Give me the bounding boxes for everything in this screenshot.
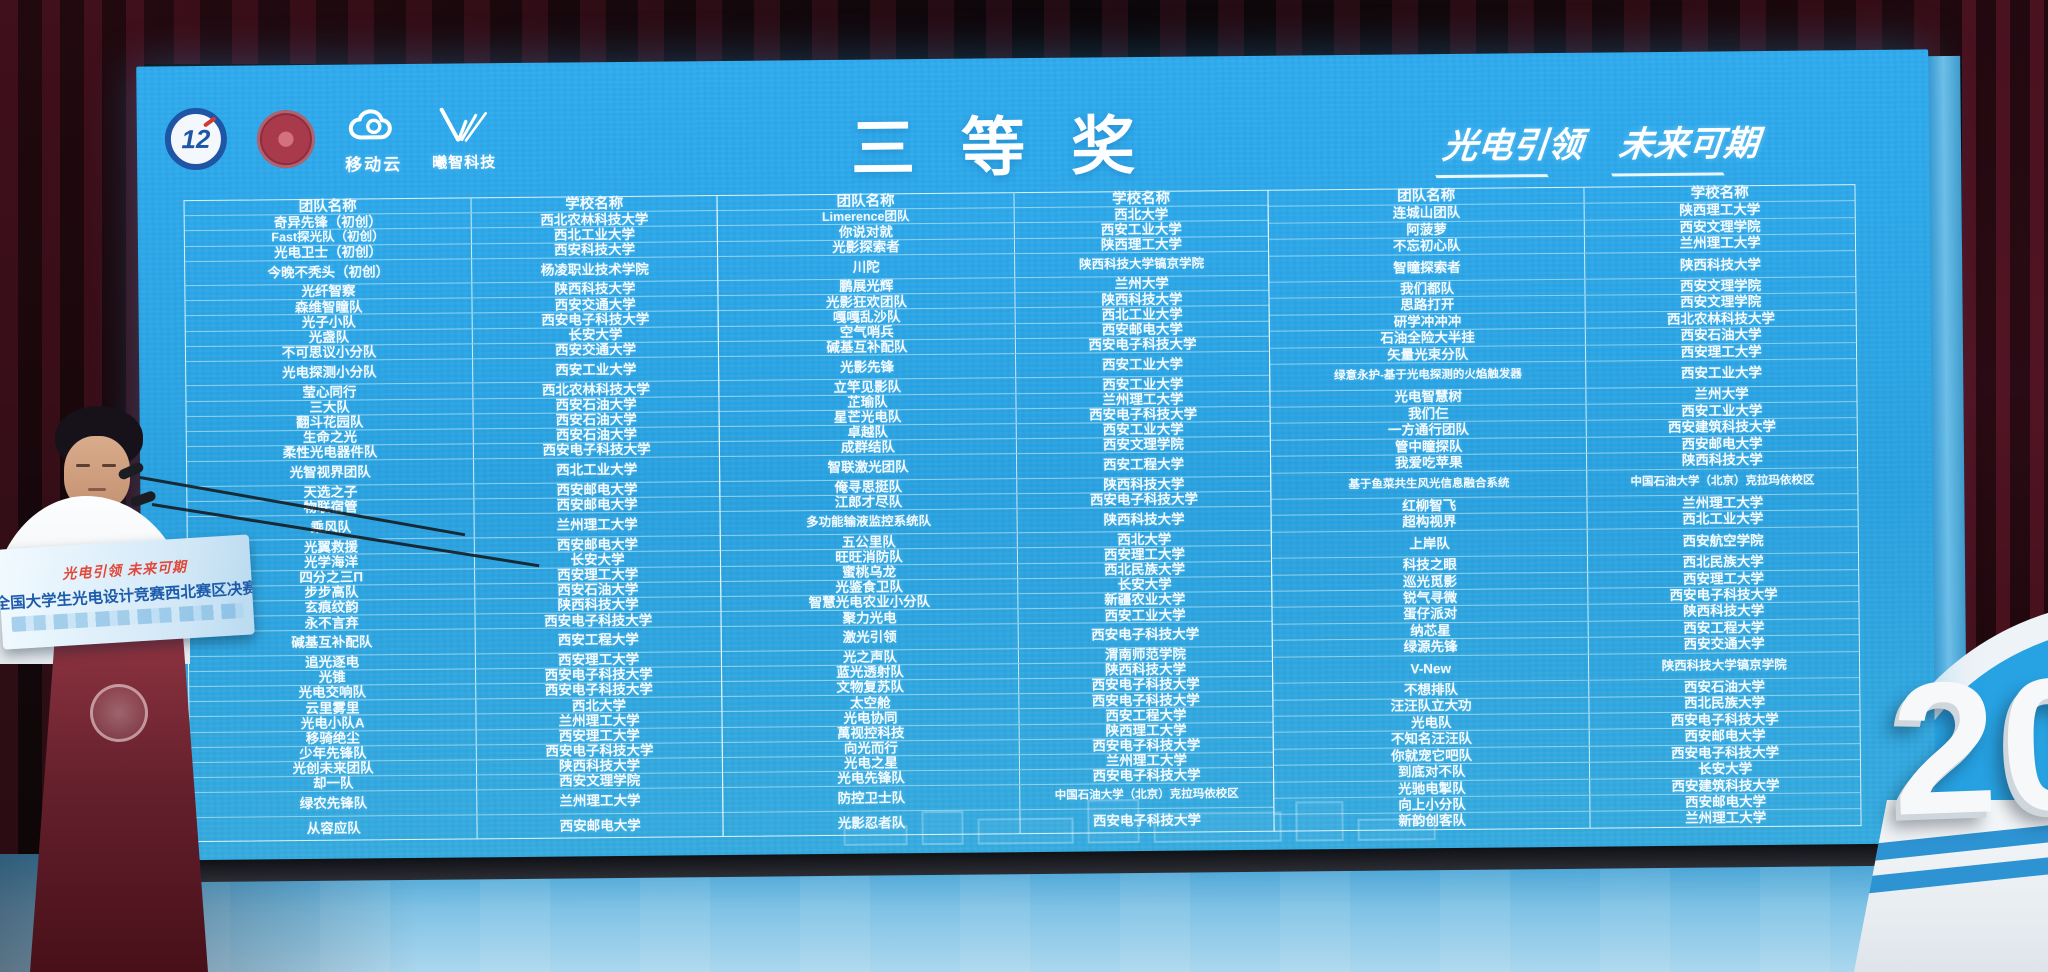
school-name-cell: 西安工程大学	[557, 632, 639, 648]
team-name-cell: 光智视界团队	[187, 459, 475, 486]
team-name-cell: 川陀	[718, 253, 1016, 281]
school-name-cell: 西安工程大学	[1103, 456, 1185, 473]
contest-emblem-logo: 12	[164, 107, 228, 171]
led-screen: 12 移动云 曦智科技 三等奖 光电引领 未来可期	[136, 49, 1940, 883]
podium-slogan-part-1: 光电引领	[61, 561, 123, 582]
team-name-cell: 多功能输液监控系统队	[720, 509, 1018, 536]
xizhi-tech-label: 曦智科技	[432, 154, 497, 172]
school-name-cell: 兰州理工大学	[1685, 810, 1767, 827]
team-name-cell: 智瞳探索者	[1269, 253, 1586, 282]
slogan-part-1: 光电引领	[1441, 117, 1586, 169]
school-name-cell: 西安邮电大学	[559, 817, 641, 834]
team-name-cell: V-New	[1272, 654, 1590, 683]
team-name-cell: 从容应队	[190, 815, 478, 842]
emblem-number: 12	[181, 123, 211, 154]
team-name-cell: 光影忍者队	[723, 809, 1021, 837]
school-name-cell: 陕西科技大学镐京学院	[1661, 657, 1787, 674]
award-table-group-3: 团队名称 学校名称 连城山团队 陕西理工大学 阿菠萝 西安文理学院 不忘初心队 兰州理工大学智…	[1267, 184, 1862, 832]
team-name-cell: 光电探测小分队	[186, 359, 474, 386]
school-name-cell: 西安工业大学	[555, 361, 637, 378]
team-name-cell: 绿意永护-基于光电探测的火焰触发器	[1270, 361, 1587, 391]
stage-floor	[0, 854, 2048, 972]
award-table: 团队名称 学校名称 奇异先锋（初创） 西北农林科技大学 Fast探光队（初创） 西北工业大…	[183, 184, 1862, 843]
swoosh-icon	[436, 107, 492, 149]
team-name-cell: 基于鱼菜共生风光信息融合系统	[1271, 470, 1588, 499]
team-name-cell: 智联激光团队	[719, 454, 1018, 481]
school-name-cell: 中国石油大学（北京）克拉玛依校区	[1054, 788, 1239, 803]
school-name-cell: 西安电子科技大学	[1091, 626, 1200, 643]
table-row: 光影忍者队 西安电子科技大学	[723, 806, 1274, 837]
curtain-right	[1962, 0, 2048, 700]
team-name-cell: 今晚不秃头（初创）	[185, 259, 473, 286]
award-title: 三等奖	[850, 109, 1182, 185]
cloud-icon	[347, 108, 399, 147]
school-name-cell: 兰州理工大学	[559, 793, 641, 809]
team-name-cell: 防控卫士队	[723, 785, 1021, 812]
school-name-cell: 西安工业大学	[1102, 356, 1184, 373]
xizhi-tech-logo: 曦智科技	[432, 107, 497, 173]
school-name-cell: 西安电子科技大学	[1092, 812, 1202, 829]
school-name-cell: 西北工业大学	[556, 461, 638, 478]
sponsor-logos: 12 移动云 曦智科技	[164, 105, 497, 177]
school-name-cell: 中国石油大学（北京）克拉玛依校区	[1630, 474, 1815, 488]
podium-sign: 光电引领 未来可期 全国大学生光电设计竞赛西北赛区决赛	[0, 534, 255, 650]
school-name-cell: 陕西科技大学镐京学院	[1079, 256, 1205, 272]
mobile-cloud-label: 移动云	[345, 155, 403, 175]
award-table-group-2: 团队名称 学校名称 Limerence团队 西北大学 你说对就 西安工业大学 光影探索者 陕西…	[716, 189, 1275, 838]
table-row: 从容应队 西安邮电大学	[190, 811, 723, 842]
school-name-cell: 陕西科技大学	[1103, 511, 1185, 528]
podium-slogan-part-2: 未来可期	[126, 557, 188, 578]
university-seal-logo	[256, 109, 316, 169]
school-name-cell: 陕西科技大学	[1679, 256, 1761, 273]
podium-slogan: 光电引领 未来可期	[62, 556, 188, 584]
slogan-part-2: 未来可期	[1617, 115, 1762, 167]
team-name-cell: 激光引领	[721, 624, 1019, 651]
year-sign: 20	[1888, 637, 2048, 855]
award-table-group-1: 团队名称 学校名称 奇异先锋（初创） 西北农林科技大学 Fast探光队（初创） 西北工业大…	[183, 195, 724, 843]
team-name-cell: 新韵创客队	[1274, 812, 1592, 831]
team-name-cell: 上岸队	[1271, 529, 1589, 558]
year-sign-pedestal	[1854, 800, 2048, 972]
team-name-cell: 绿农先锋队	[190, 790, 478, 817]
screen-slogan: 光电引领 未来可期	[1441, 115, 1762, 169]
school-name-cell: 西安工业大学	[1680, 365, 1763, 381]
podium-base	[30, 636, 208, 972]
school-name-cell: 兰州理工大学	[556, 516, 638, 533]
team-name-cell: 光影先锋	[719, 354, 1017, 381]
curtain-top	[0, 0, 2048, 64]
school-name-cell: 西安航空学院	[1682, 532, 1764, 549]
mobile-cloud-logo: 移动云	[345, 108, 403, 176]
school-name-cell: 杨凌职业技术学院	[540, 261, 649, 278]
